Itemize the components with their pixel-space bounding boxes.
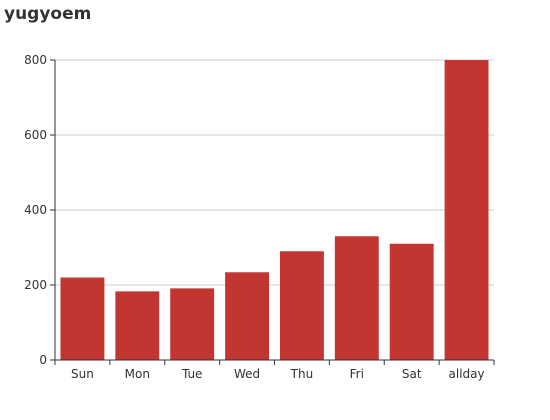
chart-title: yugyoem xyxy=(4,4,92,24)
y-tick-label: 800 xyxy=(24,53,47,67)
bars xyxy=(60,60,489,360)
y-tick-label: 0 xyxy=(39,353,47,367)
x-tick-label: Sun xyxy=(71,367,94,381)
x-tick-label: Tue xyxy=(181,367,203,381)
x-tick-label: Wed xyxy=(234,367,260,381)
y-tick-label: 200 xyxy=(24,278,47,292)
bar-thu xyxy=(279,251,324,360)
bar-allday xyxy=(444,60,489,360)
x-tick-label: allday xyxy=(449,367,485,381)
x-tick-label: Thu xyxy=(290,367,314,381)
axes: 0 200 400 600 800 Sun Mon Tue Wed Thu Fri Sat allday xyxy=(24,53,495,381)
bar-tue xyxy=(170,288,215,360)
bar-fri xyxy=(334,236,379,360)
bar-sat xyxy=(389,243,434,360)
x-tick-label: Mon xyxy=(125,367,150,381)
y-tick-label: 600 xyxy=(24,128,47,142)
bar-wed xyxy=(225,272,270,360)
x-tick-label: Sat xyxy=(402,367,422,381)
bar-mon xyxy=(115,291,160,360)
y-tick-label: 400 xyxy=(24,203,47,217)
x-tick-label: Fri xyxy=(350,367,364,381)
bar-sun xyxy=(60,277,105,360)
